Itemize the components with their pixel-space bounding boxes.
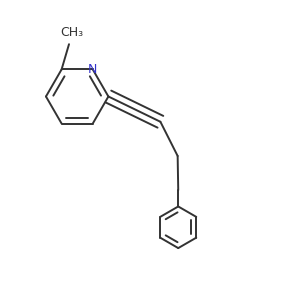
Text: CH₃: CH₃ [60,26,83,39]
Text: N: N [88,63,98,76]
